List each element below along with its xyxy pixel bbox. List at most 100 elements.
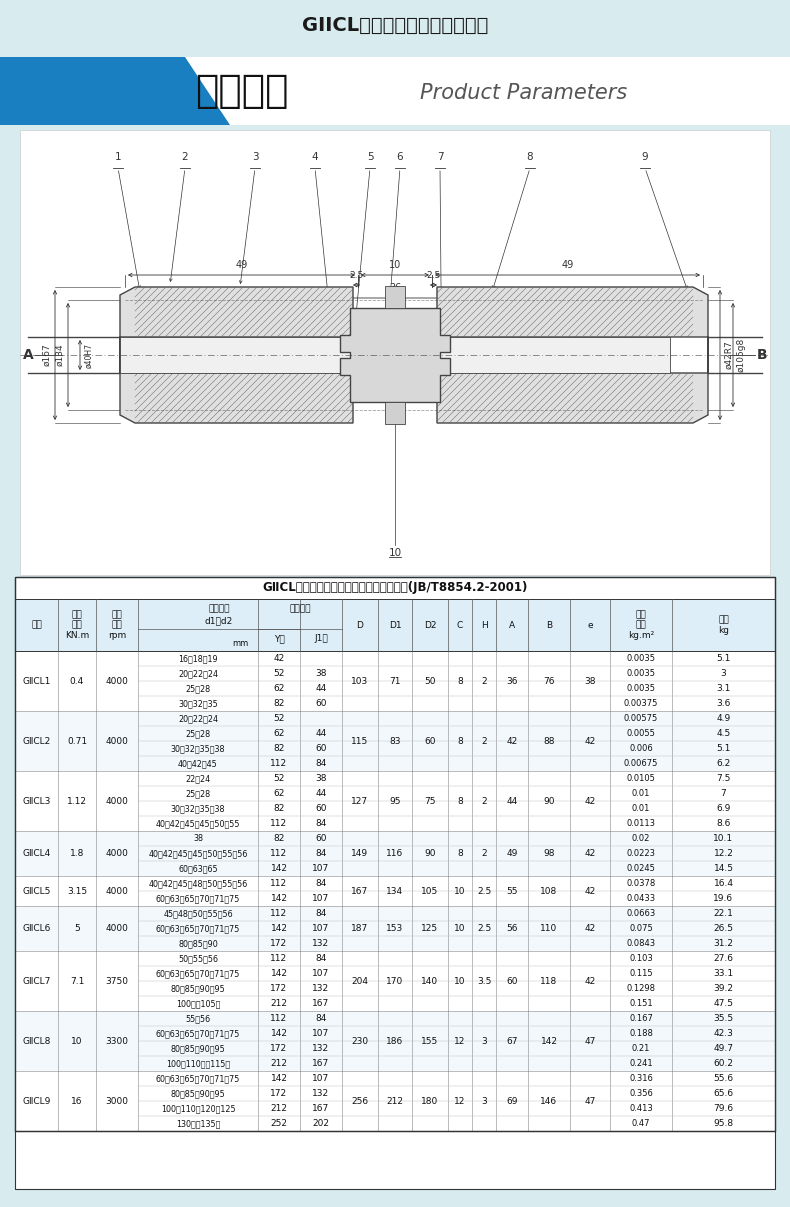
Text: 172: 172 <box>270 984 288 993</box>
Text: 55.6: 55.6 <box>713 1074 734 1083</box>
Text: 142: 142 <box>270 864 288 873</box>
Text: 44: 44 <box>315 729 326 737</box>
Text: D: D <box>356 620 363 630</box>
Text: 134: 134 <box>386 886 404 896</box>
Text: 36: 36 <box>389 282 401 293</box>
Text: 69: 69 <box>506 1096 517 1106</box>
Text: 8: 8 <box>457 797 463 805</box>
Text: 230: 230 <box>352 1037 369 1045</box>
Text: 0.01: 0.01 <box>632 789 650 798</box>
Text: 49: 49 <box>562 260 574 270</box>
Text: 62: 62 <box>273 789 284 798</box>
Text: 0.0378: 0.0378 <box>626 879 656 888</box>
Bar <box>15 577 775 1131</box>
Text: GⅡCL5: GⅡCL5 <box>22 886 51 896</box>
Text: 0.006: 0.006 <box>629 744 653 753</box>
Text: 60: 60 <box>315 834 327 842</box>
Text: 3750: 3750 <box>106 976 129 985</box>
Text: 0.0105: 0.0105 <box>626 774 656 783</box>
Text: 170: 170 <box>386 976 404 985</box>
Text: 2.5: 2.5 <box>349 272 363 280</box>
Text: 0.0433: 0.0433 <box>626 894 656 903</box>
Bar <box>15 651 775 711</box>
Text: 许用
转速
rpm: 许用 转速 rpm <box>108 610 126 640</box>
Text: ø105g8: ø105g8 <box>737 338 746 372</box>
Text: 5: 5 <box>367 152 374 162</box>
Text: 0.0245: 0.0245 <box>626 864 656 873</box>
Text: 10: 10 <box>389 548 401 558</box>
Text: 142: 142 <box>270 1074 288 1083</box>
Text: 3: 3 <box>481 1037 487 1045</box>
Text: 1.12: 1.12 <box>67 797 87 805</box>
Text: 42: 42 <box>585 849 596 858</box>
Text: GⅡCL2: GⅡCL2 <box>22 736 51 746</box>
Text: GⅡCL6: GⅡCL6 <box>22 925 51 933</box>
Text: 98: 98 <box>544 849 555 858</box>
Text: 0.00675: 0.00675 <box>624 759 658 768</box>
Text: 100、（105）: 100、（105） <box>176 999 220 1008</box>
Text: 38: 38 <box>315 669 327 678</box>
Text: GⅡCL7: GⅡCL7 <box>22 976 51 985</box>
Text: 45、48、50、55、56: 45、48、50、55、56 <box>164 909 233 919</box>
Text: 38: 38 <box>315 774 327 783</box>
Bar <box>15 577 775 1189</box>
Polygon shape <box>340 308 450 402</box>
Text: 84: 84 <box>315 849 327 858</box>
Text: 112: 112 <box>270 879 288 888</box>
Text: 52: 52 <box>273 669 284 678</box>
Text: d1、d2: d1、d2 <box>205 617 233 625</box>
Text: 125: 125 <box>421 925 438 933</box>
Text: 8.6: 8.6 <box>717 820 731 828</box>
Text: H: H <box>480 620 487 630</box>
Text: 4.9: 4.9 <box>717 715 731 723</box>
Text: 52: 52 <box>273 774 284 783</box>
Text: 10.1: 10.1 <box>713 834 734 842</box>
Text: 40、42、45、45、50、55: 40、42、45、45、50、55 <box>156 820 240 828</box>
Text: 60: 60 <box>424 736 436 746</box>
Text: e: e <box>587 620 592 630</box>
Bar <box>20 130 770 575</box>
Text: 轴孔直径: 轴孔直径 <box>209 605 230 613</box>
Text: 55、56: 55、56 <box>186 1014 211 1024</box>
Text: 167: 167 <box>312 1104 329 1113</box>
Text: 71: 71 <box>389 676 401 686</box>
Text: 79.6: 79.6 <box>713 1104 734 1113</box>
Text: 130、（135）: 130、（135） <box>176 1119 220 1129</box>
Text: 3.15: 3.15 <box>67 886 87 896</box>
Text: 转动
惯量
kg.m²: 转动 惯量 kg.m² <box>628 610 654 640</box>
Text: 49: 49 <box>235 260 247 270</box>
Text: 60、63、65、70、71、75: 60、63、65、70、71、75 <box>156 894 240 903</box>
Text: 84: 84 <box>315 879 327 888</box>
Text: 76: 76 <box>544 676 555 686</box>
Text: 80、85、90、95: 80、85、90、95 <box>171 1089 225 1098</box>
Text: 42: 42 <box>273 654 284 663</box>
Text: 80、85、90、95: 80、85、90、95 <box>171 1044 225 1053</box>
Text: 50: 50 <box>424 676 436 686</box>
Text: 212: 212 <box>386 1096 404 1106</box>
Text: 3.6: 3.6 <box>717 699 731 709</box>
Text: 172: 172 <box>270 1089 288 1098</box>
Text: 107: 107 <box>312 925 329 933</box>
Text: 0.356: 0.356 <box>629 1089 653 1098</box>
Bar <box>120 337 358 373</box>
Text: 47: 47 <box>585 1037 596 1045</box>
Text: 1: 1 <box>115 152 122 162</box>
Text: 82: 82 <box>273 699 284 709</box>
Text: 7: 7 <box>720 789 726 798</box>
Text: 12: 12 <box>454 1096 465 1106</box>
Text: 60、63、65、70、71、75: 60、63、65、70、71、75 <box>156 969 240 978</box>
Text: J1型: J1型 <box>314 634 328 643</box>
Text: 142: 142 <box>540 1037 558 1045</box>
Text: 10: 10 <box>454 925 466 933</box>
Text: 38: 38 <box>585 676 596 686</box>
Text: D1: D1 <box>389 620 401 630</box>
Text: GⅡCL4: GⅡCL4 <box>22 849 51 858</box>
Text: 65.6: 65.6 <box>713 1089 734 1098</box>
Text: 2: 2 <box>481 849 487 858</box>
Text: 118: 118 <box>540 976 558 985</box>
Text: 82: 82 <box>273 744 284 753</box>
Text: 5: 5 <box>74 925 80 933</box>
Text: 187: 187 <box>352 925 369 933</box>
Text: 90: 90 <box>544 797 555 805</box>
Text: 112: 112 <box>270 909 288 919</box>
